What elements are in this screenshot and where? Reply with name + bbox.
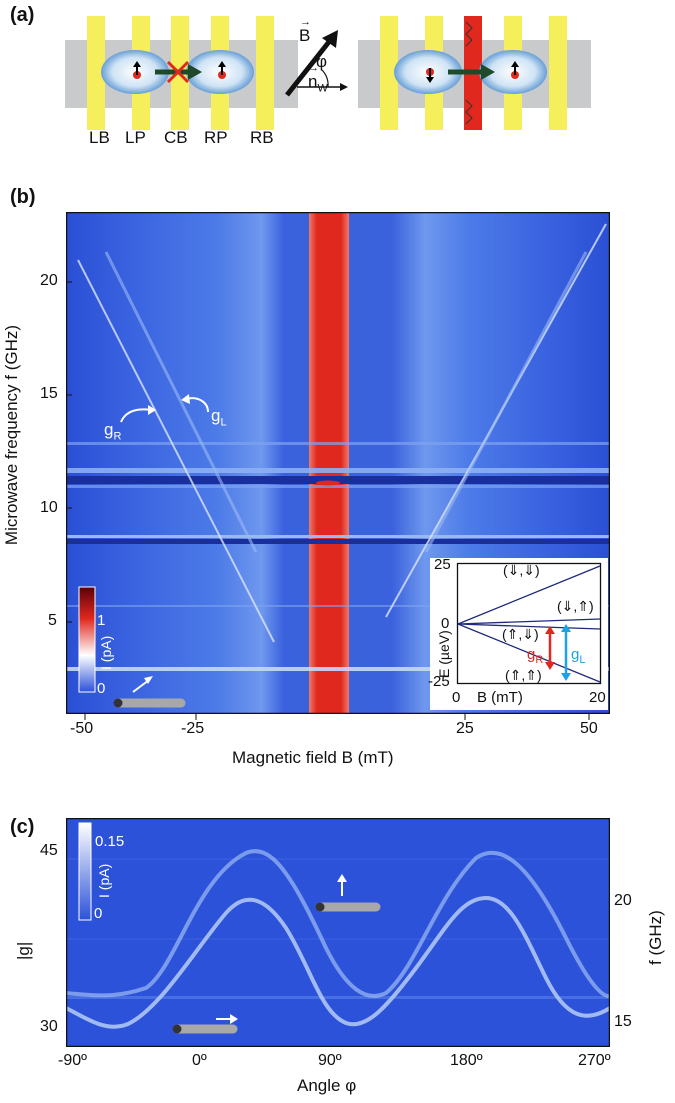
- b-ylabel: Microwave frequency f (GHz): [2, 324, 21, 546]
- panel-a-schematic: [65, 16, 591, 130]
- c-ylabel-right: f (GHz): [646, 910, 665, 965]
- state-ud: (⇑,⇓): [502, 626, 539, 642]
- energy-inset: [430, 558, 608, 710]
- b-xtick-25: 25: [456, 720, 474, 737]
- c-xtick-0: 0º: [192, 1052, 207, 1069]
- state-uu: (⇑,⇑): [505, 667, 542, 683]
- gate-label-lp: LP: [125, 128, 146, 147]
- inset-ytick-25: 25: [434, 556, 451, 573]
- b-xtick-50: 50: [580, 720, 598, 737]
- b-ytick-20: 20: [40, 272, 58, 289]
- c-xtick-90: 90º: [318, 1052, 342, 1069]
- tunneling-arrow-right: [481, 64, 495, 80]
- gate-label-cb: CB: [164, 128, 188, 147]
- cb-c-label: I (pA): [96, 863, 112, 898]
- c-ytick-30: 30: [40, 1018, 58, 1035]
- inset-gr-label: gR: [527, 646, 544, 666]
- b-xlabel: Magnetic field B (mT): [232, 748, 394, 767]
- tunneling-arrow-left: [188, 64, 202, 80]
- b-ytick-15: 15: [40, 385, 58, 402]
- nw-vector-label: → nW: [308, 62, 328, 95]
- gr-label: gR: [104, 420, 122, 443]
- level-uu: [457, 623, 601, 683]
- inset-xtick-0: 0: [452, 689, 461, 706]
- inset-xtick-20: 20: [589, 689, 606, 706]
- state-dd: (⇓,⇓): [503, 562, 540, 578]
- energy-inset-plot: [456, 562, 602, 685]
- gate-lb: [87, 16, 105, 130]
- cb-b-label: I (pA): [98, 635, 114, 670]
- panel-c-colormap: [66, 818, 610, 1047]
- inset-ytick-m25: -25: [428, 673, 450, 690]
- c-ylabel-left: |g|: [14, 941, 33, 960]
- colorbar-b: [78, 586, 96, 693]
- gate-label-rp: RP: [204, 128, 228, 147]
- c-ytick-45: 45: [40, 842, 58, 859]
- gate-label-rb: RB: [250, 128, 274, 147]
- level-dd: [457, 565, 601, 625]
- panel-c-label: (c): [10, 816, 35, 838]
- panel-b-label: (b): [10, 186, 36, 208]
- panel-b-axes: [66, 281, 590, 720]
- cb-b-tick-0: 0: [97, 680, 106, 697]
- cb-b-tick-1: 1: [97, 612, 106, 629]
- b-ytick-5: 5: [48, 612, 57, 629]
- c-xlabel: Angle φ: [297, 1076, 357, 1095]
- inset-xlabel: B (mT): [477, 689, 523, 706]
- level-ud: [457, 623, 601, 630]
- inset-ytick-0: 0: [441, 615, 450, 632]
- g-trace-upper: [66, 849, 610, 999]
- state-du: (⇓,⇑): [557, 598, 594, 614]
- b-field-arrow-icon: [285, 36, 334, 97]
- panel-a-label: (a): [10, 4, 35, 26]
- inset-gl-label: gL: [571, 646, 586, 666]
- b-ytick-10: 10: [40, 499, 58, 516]
- gl-label: gL: [211, 406, 227, 429]
- g-trace-lower: [66, 895, 610, 1029]
- c-rtick-15: 15: [614, 1013, 632, 1030]
- gate-rb: [256, 16, 274, 130]
- c-xtick-180: 180º: [450, 1052, 483, 1069]
- cb-c-tick-015: 0.15: [95, 833, 125, 850]
- cb-c-tick-0: 0: [94, 905, 103, 922]
- colorbar-c: [78, 822, 92, 921]
- red-current-band: [309, 212, 349, 714]
- gate-label-lb: LB: [89, 128, 110, 147]
- g-left-branch: [77, 259, 275, 643]
- phi-label: φ: [316, 52, 328, 71]
- c-xtick-270: 270º: [578, 1052, 611, 1069]
- b-xtick-m25: -25: [181, 720, 205, 737]
- c-rtick-20: 20: [614, 892, 632, 909]
- b-vector-label: → B: [299, 16, 311, 45]
- c-xtick-m90: -90º: [58, 1052, 87, 1069]
- level-du: [457, 618, 601, 625]
- b-xtick-m50: -50: [70, 720, 94, 737]
- inset-ylabel: E (µeV): [436, 630, 452, 678]
